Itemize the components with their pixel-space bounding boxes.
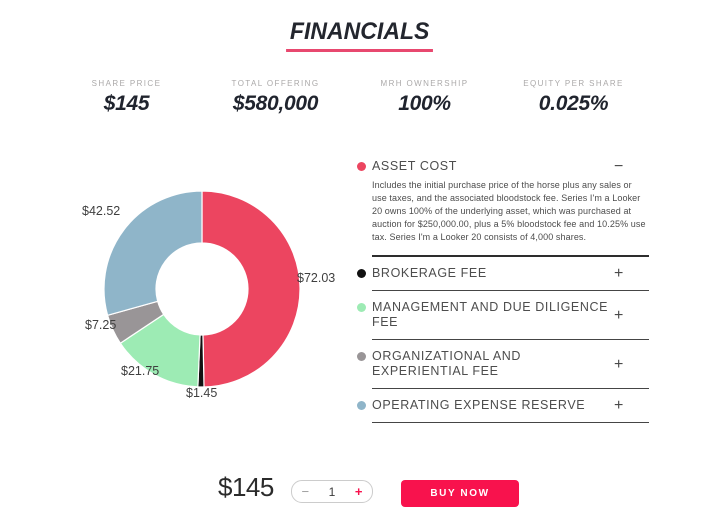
pie-label-asset-cost: $72.03 <box>297 271 336 285</box>
quantity-value[interactable]: 1 <box>328 484 336 499</box>
expand-plus-icon[interactable]: + <box>614 306 624 324</box>
accordion-row-organizational-fee: ORGANIZATIONAL AND EXPERIENTIAL FEE + <box>357 340 649 389</box>
accordion-header-operating-reserve[interactable]: OPERATING EXPENSE RESERVE + <box>372 397 649 414</box>
quantity-decrease-button[interactable]: − <box>301 484 310 499</box>
stat-value: $580,000 <box>232 92 319 115</box>
accordion-row-asset-cost: ASSET COST − Includes the initial purcha… <box>357 150 649 257</box>
donut-slice-0 <box>201 190 301 388</box>
quantity-stepper: − 1 + <box>291 480 373 503</box>
stat-share-price: SHARE PRICE $145 <box>52 79 201 116</box>
stat-total-offering: TOTAL OFFERING $580,000 <box>201 79 350 116</box>
accordion-row-management-fee: MANAGEMENT AND DUE DILIGENCE FEE + <box>357 291 649 340</box>
pie-label-operating-reserve: $42.52 <box>82 204 121 218</box>
stat-value: 100% <box>398 92 451 115</box>
accordion-header-asset-cost[interactable]: ASSET COST − <box>372 158 649 175</box>
accordion-label: ASSET COST <box>372 159 457 173</box>
accordion-header-brokerage-fee[interactable]: BROKERAGE FEE + <box>372 265 649 282</box>
accordion-row-operating-reserve: OPERATING EXPENSE RESERVE + <box>357 389 649 423</box>
purchase-price: $145 <box>218 472 274 502</box>
stat-value: 0.025% <box>538 92 609 115</box>
accordion-label: BROKERAGE FEE <box>372 266 487 280</box>
pie-label-organizational-fee: $7.25 <box>85 318 117 332</box>
management-fee-dot-icon <box>357 303 366 312</box>
stat-label: MRH OWNERSHIP <box>380 79 469 88</box>
donut-chart <box>103 190 301 388</box>
page-title-wrap: FINANCIALS <box>0 18 719 52</box>
stat-value: $145 <box>103 92 150 115</box>
operating-reserve-dot-icon <box>357 401 366 410</box>
stat-label: SHARE PRICE <box>91 79 162 88</box>
accordion-label: MANAGEMENT AND DUE DILIGENCE FEE <box>372 300 609 329</box>
stat-mrh-ownership: MRH OWNERSHIP 100% <box>350 79 499 116</box>
asset-cost-description: Includes the initial purchase price of t… <box>372 180 646 242</box>
page-title: FINANCIALS <box>285 18 434 52</box>
collapse-minus-icon[interactable]: − <box>614 158 624 175</box>
stat-equity-per-share: EQUITY PER SHARE 0.025% <box>499 79 648 116</box>
accordion-row-brokerage-fee: BROKERAGE FEE + <box>357 257 649 291</box>
stat-label: TOTAL OFFERING <box>231 79 320 88</box>
buy-now-button[interactable]: BUY NOW <box>401 480 519 507</box>
pie-label-management-fee: $21.75 <box>121 364 160 378</box>
donut-slice-4 <box>103 190 203 317</box>
stats-row: SHARE PRICE $145 TOTAL OFFERING $580,000… <box>52 79 648 116</box>
accordion-label: ORGANIZATIONAL AND EXPERIENTIAL FEE <box>372 349 522 378</box>
expand-plus-icon[interactable]: + <box>614 397 624 414</box>
stat-label: EQUITY PER SHARE <box>523 79 624 88</box>
expand-plus-icon[interactable]: + <box>614 355 624 373</box>
fee-accordion: ASSET COST − Includes the initial purcha… <box>357 150 649 423</box>
accordion-label: OPERATING EXPENSE RESERVE <box>372 398 586 412</box>
expand-plus-icon[interactable]: + <box>614 265 624 282</box>
accordion-header-management-fee[interactable]: MANAGEMENT AND DUE DILIGENCE FEE + <box>372 300 649 330</box>
brokerage-fee-dot-icon <box>357 269 366 278</box>
asset-cost-dot-icon <box>357 162 366 171</box>
quantity-increase-button[interactable]: + <box>354 484 363 499</box>
pie-label-brokerage-fee: $1.45 <box>186 386 218 400</box>
accordion-header-organizational-fee[interactable]: ORGANIZATIONAL AND EXPERIENTIAL FEE + <box>372 349 649 379</box>
organizational-fee-dot-icon <box>357 352 366 361</box>
